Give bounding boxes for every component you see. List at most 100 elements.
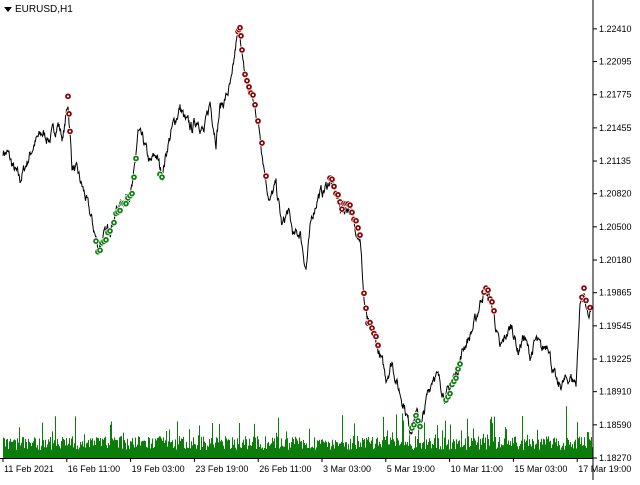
volume-bar bbox=[223, 445, 224, 458]
volume-bar bbox=[236, 449, 237, 458]
volume-bar bbox=[540, 441, 541, 458]
volume-bar bbox=[520, 443, 521, 458]
x-tick-label: 11 Feb 2021 bbox=[4, 464, 54, 474]
volume-bar bbox=[175, 439, 176, 458]
volume-bar bbox=[28, 438, 29, 458]
volume-bar bbox=[548, 436, 549, 458]
volume-bar bbox=[277, 436, 278, 458]
buy-marker-dot bbox=[456, 367, 460, 371]
dropdown-triangle-icon[interactable] bbox=[4, 7, 12, 12]
buy-marker-dot bbox=[118, 209, 122, 212]
volume-bar bbox=[402, 413, 403, 458]
volume-bar bbox=[363, 440, 364, 458]
volume-bar bbox=[13, 440, 14, 458]
volume-bar bbox=[47, 444, 48, 458]
volume-bar bbox=[181, 438, 182, 458]
volume-bar bbox=[225, 436, 226, 458]
volume-bar bbox=[26, 442, 27, 458]
volume-bar bbox=[70, 445, 71, 458]
volume-bar bbox=[50, 437, 51, 458]
volume-bar bbox=[566, 406, 567, 458]
volume-bar bbox=[200, 449, 201, 458]
volume-bar bbox=[72, 436, 73, 458]
volume-bar bbox=[397, 438, 398, 458]
volume-bar bbox=[368, 436, 369, 458]
volume-bar bbox=[543, 438, 544, 458]
volume-bar bbox=[549, 441, 550, 458]
volume-bar bbox=[440, 446, 441, 458]
volume-bar bbox=[290, 447, 291, 458]
volume-bar bbox=[392, 432, 393, 458]
volume-bar bbox=[590, 440, 591, 458]
volume-bar bbox=[494, 416, 495, 458]
volume-bar bbox=[35, 438, 36, 458]
volume-bar bbox=[575, 439, 576, 458]
volume-bar bbox=[377, 437, 378, 458]
volume-bar bbox=[151, 443, 152, 458]
volume-bar bbox=[439, 449, 440, 458]
volume-bar bbox=[73, 447, 74, 458]
sell-marker-dot bbox=[240, 48, 244, 52]
volume-bar bbox=[357, 436, 358, 458]
volume-bar bbox=[12, 441, 13, 458]
volume-bar bbox=[234, 439, 235, 458]
volume-bar bbox=[389, 444, 390, 458]
volume-bar bbox=[450, 424, 451, 458]
volume-bar bbox=[34, 437, 35, 458]
volume-bar bbox=[205, 442, 206, 458]
volume-bar bbox=[537, 429, 538, 458]
volume-bar bbox=[44, 447, 45, 458]
volume-bar bbox=[570, 442, 571, 458]
volume-bar bbox=[154, 447, 155, 458]
volume-bar bbox=[196, 448, 197, 458]
chart-title[interactable]: EURUSD,H1 bbox=[4, 4, 73, 15]
volume-bar bbox=[583, 444, 584, 458]
volume-bar bbox=[454, 441, 455, 458]
volume-bar bbox=[17, 438, 18, 458]
volume-bar bbox=[376, 438, 377, 458]
volume-bar bbox=[40, 449, 41, 458]
volume-bar bbox=[15, 440, 16, 458]
volume-bar bbox=[216, 437, 217, 458]
volume-bar bbox=[249, 438, 250, 458]
volume-bar bbox=[222, 441, 223, 458]
volume-bar bbox=[24, 447, 25, 458]
volume-bar bbox=[445, 420, 446, 458]
volume-bar bbox=[221, 439, 222, 458]
volume-bar bbox=[232, 437, 233, 458]
volume-bar bbox=[186, 441, 187, 458]
sell-marker-dot bbox=[338, 200, 342, 204]
volume-bar bbox=[163, 437, 164, 458]
volume-bar bbox=[544, 439, 545, 458]
volume-bar bbox=[238, 444, 239, 458]
volume-bar bbox=[143, 440, 144, 458]
volume-bar bbox=[539, 449, 540, 458]
volume-bar bbox=[351, 449, 352, 458]
volume-bar bbox=[108, 443, 109, 458]
volume-bar bbox=[571, 446, 572, 458]
volume-bar bbox=[516, 442, 517, 458]
volume-bar bbox=[144, 440, 145, 458]
volume-bar bbox=[578, 438, 579, 458]
volume-bar bbox=[88, 439, 89, 458]
volume-bar bbox=[239, 423, 240, 458]
volume-bar bbox=[496, 449, 497, 458]
y-tick-label: 1.20820 bbox=[599, 189, 632, 199]
volume-bar bbox=[82, 441, 83, 458]
volume-bar bbox=[141, 441, 142, 458]
volume-bar bbox=[101, 445, 102, 458]
volume-bar bbox=[432, 443, 433, 458]
volume-bar bbox=[80, 441, 81, 458]
volume-bar bbox=[523, 449, 524, 458]
volume-bar bbox=[313, 447, 314, 458]
buy-marker-dot bbox=[416, 419, 420, 423]
volume-bar bbox=[114, 437, 115, 458]
volume-bar bbox=[171, 441, 172, 458]
volume-bar bbox=[484, 442, 485, 458]
volume-bar bbox=[353, 436, 354, 458]
volume-bar bbox=[244, 444, 245, 458]
volume-bar bbox=[45, 439, 46, 458]
volume-bar bbox=[149, 438, 150, 458]
